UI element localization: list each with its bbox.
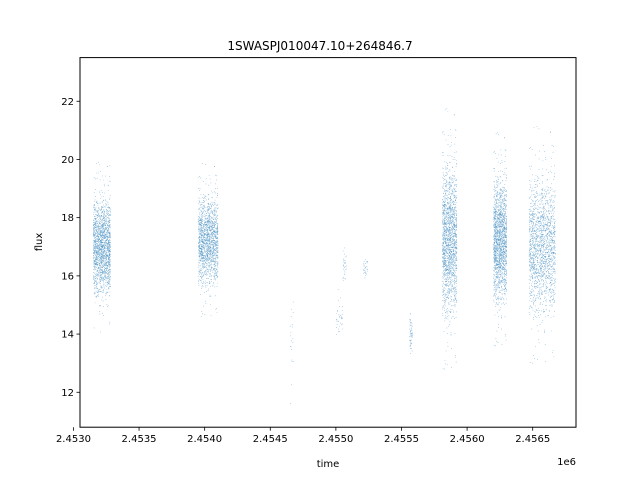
x-axis-ticks: 2.4530 2.4535 2.4540 2.4545 2.4550 2.4555 2.45…: [56, 427, 550, 445]
x-tick-label: 2.4545: [253, 434, 288, 445]
plot-area-frame: [79, 57, 577, 428]
y-tick-label: 12: [61, 388, 74, 399]
y-axis-ticks: 12 14 16 18 20 22: [61, 97, 80, 399]
x-tick-label: 2.4550: [318, 434, 353, 445]
y-tick-label: 22: [61, 97, 74, 108]
y-tick-label: 14: [61, 330, 74, 341]
y-tick-label: 18: [61, 213, 74, 224]
y-tick-label: 20: [61, 155, 74, 166]
x-tick-label: 2.4535: [122, 434, 157, 445]
x-tick-label: 2.4560: [450, 434, 485, 445]
x-tick-label: 2.4540: [187, 434, 222, 445]
x-tick-label: 2.4530: [56, 434, 91, 445]
y-axis-label: flux: [34, 233, 45, 252]
x-axis-offset-label: 1e6: [557, 457, 576, 468]
chart-title: 1SWASPJ010047.10+264846.7: [227, 39, 412, 53]
y-tick-label: 16: [61, 271, 74, 282]
x-tick-label: 2.4555: [384, 434, 419, 445]
x-axis-label: time: [317, 459, 340, 470]
x-tick-label: 2.4565: [515, 434, 550, 445]
